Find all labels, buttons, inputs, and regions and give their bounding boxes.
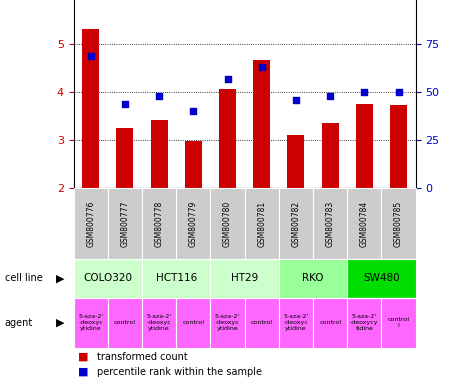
Text: 5-aza-2'
-deoxyc
ytidine: 5-aza-2' -deoxyc ytidine bbox=[78, 314, 104, 331]
Bar bbox=[116, 127, 133, 188]
Text: GSM800778: GSM800778 bbox=[155, 200, 163, 247]
Text: GSM800779: GSM800779 bbox=[189, 200, 198, 247]
Text: GSM800776: GSM800776 bbox=[86, 200, 95, 247]
Text: control: control bbox=[182, 320, 204, 325]
Bar bbox=[381, 188, 416, 259]
Text: ▶: ▶ bbox=[56, 273, 65, 283]
Bar bbox=[279, 188, 313, 259]
Text: SW480: SW480 bbox=[363, 273, 400, 283]
Text: GSM800784: GSM800784 bbox=[360, 200, 369, 247]
Bar bbox=[185, 141, 202, 188]
Bar bbox=[210, 188, 245, 259]
Bar bbox=[287, 136, 304, 188]
Bar bbox=[245, 188, 279, 259]
Text: control: control bbox=[114, 320, 136, 325]
Bar bbox=[108, 188, 142, 259]
Bar bbox=[245, 298, 279, 348]
Bar bbox=[142, 298, 176, 348]
Point bbox=[121, 101, 129, 107]
Bar bbox=[279, 298, 313, 348]
Bar bbox=[347, 188, 381, 259]
Text: 5-aza-2'
-deoxyc
ytidine: 5-aza-2' -deoxyc ytidine bbox=[146, 314, 172, 331]
Point bbox=[361, 89, 368, 95]
Text: control: control bbox=[319, 320, 341, 325]
Bar bbox=[74, 298, 108, 348]
Point bbox=[395, 89, 402, 95]
Bar bbox=[142, 188, 176, 259]
Bar bbox=[176, 188, 210, 259]
Text: ■: ■ bbox=[78, 352, 89, 362]
Bar bbox=[313, 188, 347, 259]
Text: GSM800782: GSM800782 bbox=[292, 200, 300, 247]
Text: GSM800780: GSM800780 bbox=[223, 200, 232, 247]
Point bbox=[292, 97, 300, 103]
Text: 5-aza-2'
-deoxyc
ytidine: 5-aza-2' -deoxyc ytidine bbox=[283, 314, 309, 331]
Text: GSM800777: GSM800777 bbox=[121, 200, 129, 247]
Bar bbox=[74, 188, 108, 259]
Bar bbox=[82, 29, 99, 188]
Bar bbox=[347, 259, 416, 298]
Text: cell line: cell line bbox=[5, 273, 42, 283]
Bar bbox=[74, 259, 142, 298]
Text: 5-aza-2'
-deoxycy
tidine: 5-aza-2' -deoxycy tidine bbox=[350, 314, 379, 331]
Text: HCT116: HCT116 bbox=[156, 273, 197, 283]
Text: HT29: HT29 bbox=[231, 273, 258, 283]
Text: COLO320: COLO320 bbox=[83, 273, 133, 283]
Bar bbox=[356, 104, 373, 188]
Text: agent: agent bbox=[5, 318, 33, 328]
Bar bbox=[210, 259, 279, 298]
Bar bbox=[347, 298, 381, 348]
Bar bbox=[322, 123, 339, 188]
Point bbox=[87, 53, 95, 59]
Point bbox=[326, 93, 334, 99]
Bar bbox=[253, 60, 270, 188]
Point bbox=[258, 64, 266, 70]
Bar bbox=[151, 120, 168, 188]
Text: ■: ■ bbox=[78, 367, 89, 377]
Text: percentile rank within the sample: percentile rank within the sample bbox=[97, 367, 262, 377]
Text: GSM800781: GSM800781 bbox=[257, 200, 266, 247]
Bar bbox=[142, 259, 210, 298]
Bar bbox=[279, 259, 347, 298]
Text: GSM800785: GSM800785 bbox=[394, 200, 403, 247]
Bar bbox=[219, 89, 236, 188]
Text: ▶: ▶ bbox=[56, 318, 65, 328]
Bar bbox=[390, 105, 407, 188]
Text: control: control bbox=[251, 320, 273, 325]
Text: transformed count: transformed count bbox=[97, 352, 188, 362]
Text: control
l: control l bbox=[388, 317, 409, 328]
Point bbox=[155, 93, 163, 99]
Bar bbox=[176, 298, 210, 348]
Text: 5-aza-2'
-deoxyc
ytidine: 5-aza-2' -deoxyc ytidine bbox=[215, 314, 240, 331]
Bar bbox=[210, 298, 245, 348]
Bar bbox=[381, 298, 416, 348]
Point bbox=[190, 108, 197, 114]
Bar bbox=[108, 298, 142, 348]
Text: RKO: RKO bbox=[302, 273, 324, 283]
Bar bbox=[313, 298, 347, 348]
Point bbox=[224, 76, 231, 82]
Text: GSM800783: GSM800783 bbox=[326, 200, 334, 247]
